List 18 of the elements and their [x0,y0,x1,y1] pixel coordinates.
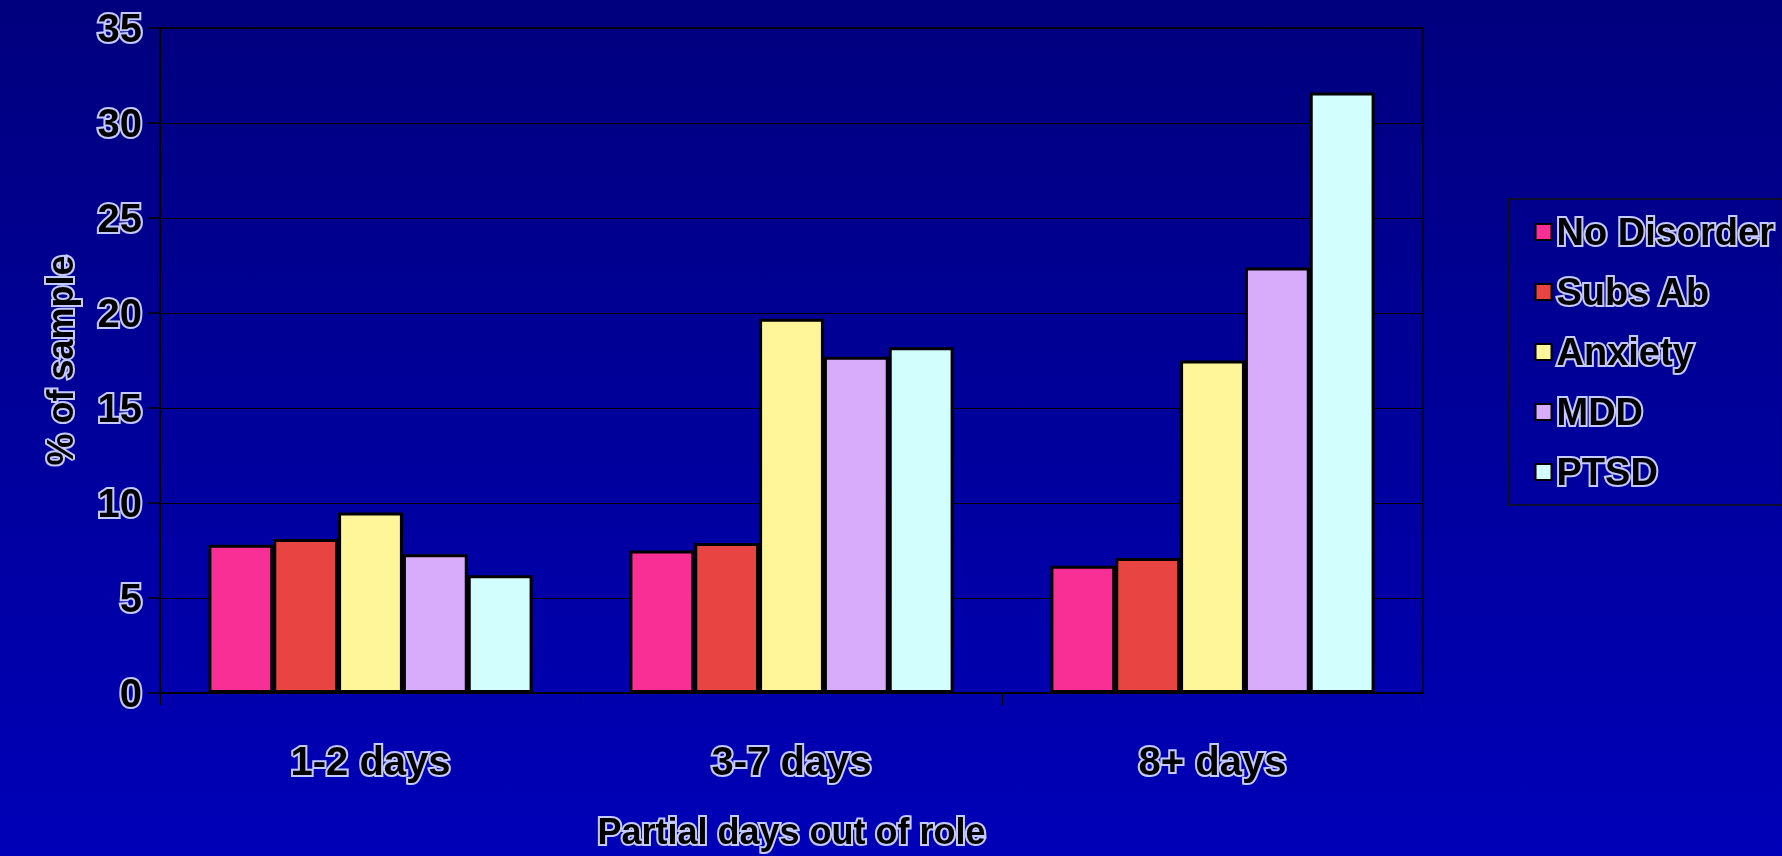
y-tick-label: 35 [97,6,142,50]
y-axis-title: % of sample [39,255,81,466]
legend-label: MDD [1556,391,1644,433]
x-tick-label: 8+ days [1138,739,1287,783]
y-tick-label: 20 [97,291,142,335]
y-tick-label: 0 [119,671,142,715]
y-tick-label: 30 [97,101,142,145]
x-tick-label: 3-7 days [711,739,872,783]
y-tick-label: 5 [119,576,142,620]
y-tick-label: 25 [97,196,142,240]
legend-label: Subs Ab [1556,271,1710,313]
legend-label: PTSD [1556,451,1658,493]
x-tick-label: 1-2 days [290,739,451,783]
y-tick-label: 15 [97,386,142,430]
legend-label: No Disorder [1556,211,1775,253]
legend-label: Anxiety [1556,331,1694,373]
x-axis-title: Partial days out of role [597,810,986,852]
y-tick-label: 10 [97,481,142,525]
